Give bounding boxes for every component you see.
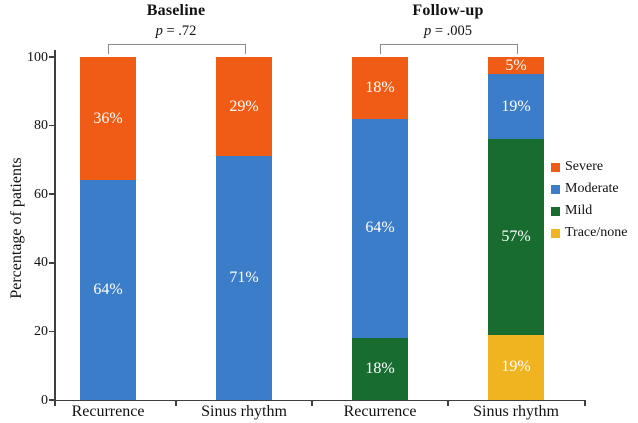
bar-segment-moderate-sinus-rhythm-3: 19% (488, 74, 544, 140)
y-axis-line (54, 50, 56, 400)
bar-segment-moderate-recurrence-0: 64% (80, 180, 136, 400)
bar-segment-label: 18% (365, 78, 395, 96)
legend: Severe Moderate Mild Trace/none (551, 156, 627, 244)
bar-segment-mild-sinus-rhythm-3: 57% (488, 139, 544, 335)
x-axis-line (54, 399, 586, 402)
x-category-label-sinus-rhythm-1: Sinus rhythm (201, 403, 287, 420)
p-value-text: = .005 (431, 23, 473, 39)
group-title-baseline: Baseline (146, 2, 206, 19)
legend-item-moderate: Moderate (551, 178, 627, 200)
x-tick-mark (54, 401, 56, 406)
p-value-baseline: p = .72 (91, 23, 261, 40)
p-value-followup: p = .005 (363, 23, 533, 40)
bar-segment-trace-none-sinus-rhythm-3: 19% (488, 334, 544, 400)
y-tick-label: 40 (34, 255, 48, 271)
y-tick-mark (48, 124, 55, 127)
bar-segment-label: 5% (505, 56, 527, 74)
x-category-label-recurrence-2: Recurrence (343, 403, 417, 420)
bar-segment-severe-recurrence-0: 36% (80, 57, 136, 181)
significance-bracket-followup (380, 44, 518, 54)
bar-segment-label: 19% (501, 97, 531, 115)
bar-segment-severe-recurrence-2: 18% (352, 57, 408, 119)
legend-marker-moderate-icon (551, 184, 560, 194)
legend-label: Moderate (565, 181, 619, 196)
bar-segment-label: 29% (229, 97, 259, 115)
y-tick-label: 80 (34, 118, 48, 134)
legend-item-trace-none: Trace/none (551, 222, 627, 244)
y-axis-title: Percentage of patients (8, 157, 25, 299)
bar-segment-label: 64% (93, 281, 123, 299)
bar-segment-severe-sinus-rhythm-1: 29% (216, 57, 272, 157)
legend-marker-mild-icon (551, 206, 560, 216)
y-tick-mark (48, 193, 55, 195)
significance-bracket-baseline (108, 44, 246, 54)
y-tick-mark (48, 56, 55, 58)
x-tick-mark (311, 401, 313, 406)
legend-marker-trace-none-icon (551, 228, 560, 238)
y-tick-mark (48, 330, 55, 333)
group-title-followup: Follow-up (412, 2, 484, 19)
bar-segment-label: 19% (501, 358, 531, 376)
bar-segment-mild-recurrence-2: 18% (352, 338, 408, 400)
y-tick-label: 20 (34, 323, 48, 339)
y-tick-mark (48, 262, 55, 264)
y-tick-label: 0 (41, 392, 48, 408)
p-symbol: p (155, 23, 163, 39)
y-tick-mark (48, 399, 55, 401)
x-tick-mark (584, 401, 586, 406)
bar-segment-label: 36% (93, 109, 123, 127)
bar-segment-severe-sinus-rhythm-3: 5% (488, 56, 544, 75)
bar-segment-label: 57% (501, 228, 531, 246)
p-value-text: = .72 (162, 23, 197, 39)
y-tick-label: 60 (34, 186, 48, 202)
group-header-baseline: Baseline p = .72 (91, 2, 261, 40)
legend-item-mild: Mild (551, 200, 627, 222)
x-category-label-recurrence-0: Recurrence (71, 403, 145, 420)
bar-segment-moderate-recurrence-2: 64% (352, 118, 408, 339)
x-tick-mark (175, 401, 177, 406)
bar-segment-moderate-sinus-rhythm-1: 71% (216, 156, 272, 400)
legend-label: Severe (565, 159, 604, 174)
legend-label: Mild (565, 203, 593, 218)
p-symbol: p (423, 23, 432, 39)
x-tick-mark (447, 401, 449, 406)
legend-marker-severe-icon (551, 162, 560, 172)
bar-segment-label: 71% (229, 269, 259, 287)
x-category-label-sinus-rhythm-3: Sinus rhythm (473, 403, 559, 420)
legend-label: Trace/none (565, 225, 628, 240)
bar-segment-label: 64% (365, 219, 395, 237)
bar-segment-label: 18% (365, 360, 395, 378)
legend-item-severe: Severe (551, 156, 627, 178)
group-header-followup: Follow-up p = .005 (363, 2, 533, 40)
y-tick-label: 100 (27, 49, 48, 65)
